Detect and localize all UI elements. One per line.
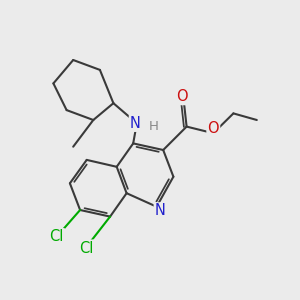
Text: Cl: Cl — [50, 229, 64, 244]
Text: H: H — [148, 120, 158, 133]
Text: N: N — [155, 203, 166, 218]
Text: N: N — [130, 116, 141, 131]
Text: Cl: Cl — [80, 241, 94, 256]
Text: O: O — [208, 121, 219, 136]
Text: O: O — [176, 89, 188, 104]
